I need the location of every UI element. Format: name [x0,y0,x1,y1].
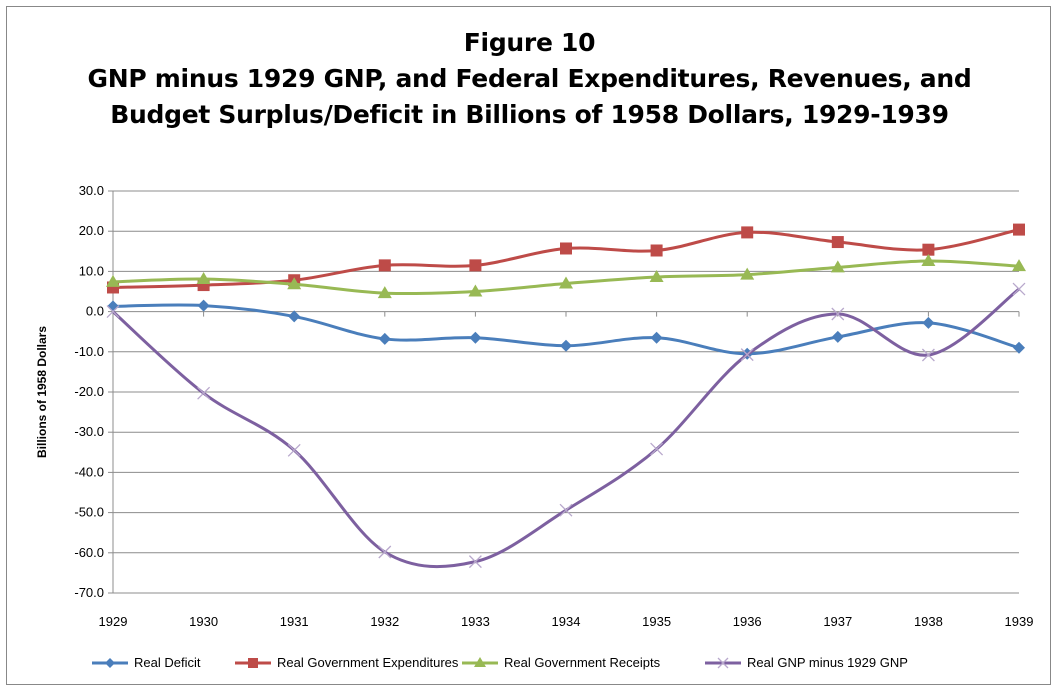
x-tick-label: 1931 [280,614,309,629]
data-point-1 [922,243,935,256]
data-point-1 [831,236,844,249]
data-point-3 [106,305,120,319]
y-axis-label: Billions of 1958 Dollars [35,326,49,458]
data-point-1 [560,242,572,255]
y-tick-label: -70.0 [74,585,104,600]
data-point-2 [921,253,936,266]
data-point-0 [922,316,935,329]
data-point-1 [741,226,754,239]
data-point-2 [287,277,302,290]
y-tick-label: -30.0 [74,424,104,439]
x-tick-label: 1939 [1005,614,1034,629]
x-tick-label: 1935 [642,614,671,629]
data-point-2 [649,270,664,283]
data-point-2 [468,284,483,297]
data-point-3 [921,348,935,362]
data-point-3 [650,442,664,456]
x-tick-label: 1934 [552,614,581,629]
x-tick-label: 1932 [370,614,399,629]
data-point-3 [740,348,754,362]
chart-title-line-3: Budget Surplus/Deficit in Billions of 19… [110,100,949,129]
series-line-3 [111,287,1020,569]
x-tick-label: 1930 [189,614,218,629]
y-tick-label: 0.0 [86,304,104,319]
y-tick-label: -60.0 [74,545,104,560]
data-point-3 [197,386,211,400]
data-point-2 [196,272,211,285]
data-point-2 [830,260,845,273]
data-point-0 [1013,341,1025,354]
data-point-0 [650,331,663,344]
y-tick-label: 20.0 [79,223,104,238]
y-tick-label: -50.0 [74,505,104,520]
legend-marker-2 [474,657,486,667]
data-point-3 [831,307,845,321]
data-point-2 [559,276,573,289]
data-point-3 [378,545,392,559]
data-point-1 [469,259,482,272]
legend-marker-0 [105,658,115,668]
x-tick-label: 1937 [823,614,852,629]
data-point-0 [469,331,482,344]
x-tick-label: 1938 [914,614,943,629]
legend-label-0: Real Deficit [134,655,201,670]
data-point-1 [378,259,391,272]
data-point-0 [288,310,301,323]
legend-marker-1 [248,658,258,668]
y-tick-label: 30.0 [79,183,104,198]
y-tick-label: -10.0 [74,344,104,359]
y-tick-label: 10.0 [79,263,104,278]
data-point-0 [107,300,119,313]
legend-label-3: Real GNP minus 1929 GNP [747,655,908,670]
y-tick-label: -20.0 [74,384,104,399]
data-point-0 [197,299,210,312]
x-tick-label: 1936 [733,614,762,629]
data-point-3 [468,555,482,569]
x-tick-label: 1933 [461,614,490,629]
legend-marker-3 [717,657,729,669]
data-point-1 [650,244,663,257]
x-tick-label: 1929 [99,614,128,629]
chart-title-line-1: Figure 10 [463,28,596,57]
legend-label-1: Real Government Expenditures [277,655,459,670]
chart-frame [6,6,1051,685]
data-point-2 [377,286,392,299]
y-tick-label: -40.0 [74,464,104,479]
chart-title-line-2: GNP minus 1929 GNP, and Federal Expendit… [87,64,972,93]
data-point-0 [560,339,572,352]
data-point-0 [378,332,391,345]
data-point-2 [1012,259,1026,272]
data-point-1 [1013,223,1025,236]
data-point-2 [740,267,755,280]
data-point-3 [287,443,301,457]
data-point-0 [831,330,844,343]
data-point-2 [106,274,120,287]
legend-label-2: Real Government Receipts [504,655,661,670]
data-point-3 [559,503,573,517]
data-point-3 [1012,282,1026,296]
